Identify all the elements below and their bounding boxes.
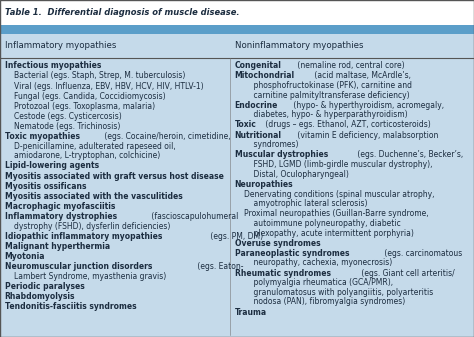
Text: Infectious myopathies: Infectious myopathies	[5, 61, 101, 70]
Text: Viral (egs. Influenza, EBV, HBV, HCV, HIV, HTLV-1): Viral (egs. Influenza, EBV, HBV, HCV, HI…	[14, 82, 204, 91]
Text: Protozoal (egs. Toxoplasma, malaria): Protozoal (egs. Toxoplasma, malaria)	[14, 102, 155, 111]
Text: phosphofructokinase (PFK), carnitine and: phosphofructokinase (PFK), carnitine and	[244, 81, 412, 90]
Text: Cestode (egs. Cysticercosis): Cestode (egs. Cysticercosis)	[14, 112, 122, 121]
Text: Neuromuscular junction disorders: Neuromuscular junction disorders	[5, 262, 152, 271]
Text: Distal, Oculopharyngeal): Distal, Oculopharyngeal)	[244, 170, 349, 179]
Text: (egs. carcinomatous: (egs. carcinomatous	[383, 249, 463, 258]
Text: Rheumatic syndromes: Rheumatic syndromes	[235, 269, 331, 278]
Text: Table 1.  Differential diagnosis of muscle disease.: Table 1. Differential diagnosis of muscl…	[5, 8, 239, 17]
Text: polymyalgia rheumatica (GCA/PMR),: polymyalgia rheumatica (GCA/PMR),	[244, 278, 393, 287]
Text: (egs. PM, DM): (egs. PM, DM)	[208, 232, 263, 241]
Text: Neuropathies: Neuropathies	[235, 180, 293, 189]
Text: amyotrophic lateral sclerosis): amyotrophic lateral sclerosis)	[244, 199, 368, 208]
Text: diabetes, hypo- & hyperparathyroidism): diabetes, hypo- & hyperparathyroidism)	[244, 110, 408, 119]
Text: Inflammatory dystrophies: Inflammatory dystrophies	[5, 212, 117, 221]
Text: Nematode (egs. Trichinosis): Nematode (egs. Trichinosis)	[14, 122, 120, 131]
Bar	[0, 0, 474, 25]
Text: (acid maltase, McArdle’s,: (acid maltase, McArdle’s,	[312, 71, 411, 81]
Text: Idiopathic inflammatory myopathies: Idiopathic inflammatory myopathies	[5, 232, 162, 241]
Text: Malignant hyperthermia: Malignant hyperthermia	[5, 242, 110, 251]
Text: Paraneoplastic syndromes: Paraneoplastic syndromes	[235, 249, 349, 258]
Text: Trauma: Trauma	[235, 307, 267, 316]
Text: Endocrine: Endocrine	[235, 101, 278, 110]
Text: granulomatosus with polyangiitis, polyarteritis: granulomatosus with polyangiitis, polyar…	[244, 288, 433, 297]
Text: Denervating conditions (spinal muscular atrophy,: Denervating conditions (spinal muscular …	[244, 190, 435, 199]
Text: Congenital: Congenital	[235, 61, 282, 70]
Text: Fungal (egs. Candida, Coccidiomycosis): Fungal (egs. Candida, Coccidiomycosis)	[14, 92, 166, 101]
Text: autoimmune polyneuropathy, diabetic: autoimmune polyneuropathy, diabetic	[244, 219, 401, 228]
Text: (egs. Cocaine/heroin, cimetidine,: (egs. Cocaine/heroin, cimetidine,	[101, 132, 230, 141]
Text: Proximal neuropathies (Guillan-Barre syndrome,: Proximal neuropathies (Guillan-Barre syn…	[244, 209, 429, 218]
Text: carnitine palmityltransferase deficiency): carnitine palmityltransferase deficiency…	[244, 91, 410, 100]
Text: (egs. Duchenne’s, Becker’s,: (egs. Duchenne’s, Becker’s,	[355, 150, 463, 159]
Text: neuropathy, cachexia, myonecrosis): neuropathy, cachexia, myonecrosis)	[244, 258, 392, 268]
Text: Myositis ossificans: Myositis ossificans	[5, 182, 86, 191]
Text: Lipid-lowering agents: Lipid-lowering agents	[5, 161, 99, 171]
Text: Myotonia: Myotonia	[5, 252, 45, 261]
Text: Rhabdomyolysis: Rhabdomyolysis	[5, 292, 75, 301]
Text: (hypo- & hyperthyroidism, acromegaly,: (hypo- & hyperthyroidism, acromegaly,	[291, 101, 444, 110]
Text: Overuse syndromes: Overuse syndromes	[235, 239, 320, 248]
Bar	[0, 34, 474, 58]
Text: (nemaline rod, central core): (nemaline rod, central core)	[295, 61, 405, 70]
Text: Inflammatory myopathies: Inflammatory myopathies	[5, 41, 116, 50]
Text: Mitochondrial: Mitochondrial	[235, 71, 295, 81]
Text: D-penicillamine, adulterated rapeseed oil,: D-penicillamine, adulterated rapeseed oi…	[14, 142, 176, 151]
Text: FSHD, LGMD (limb-girdle muscular dystrophy),: FSHD, LGMD (limb-girdle muscular dystrop…	[244, 160, 433, 169]
Text: Bacterial (egs. Staph, Strep, M. tuberculosis): Bacterial (egs. Staph, Strep, M. tubercu…	[14, 71, 186, 81]
Text: dystrophy (FSHD), dysferlin deficiencies): dystrophy (FSHD), dysferlin deficiencies…	[14, 221, 171, 231]
Text: syndromes): syndromes)	[244, 140, 299, 149]
Text: Nutritional: Nutritional	[235, 130, 282, 140]
Text: amiodarone, L-tryptophan, colchicine): amiodarone, L-tryptophan, colchicine)	[14, 151, 161, 160]
Text: (vitamin E deficiency, malabsorption: (vitamin E deficiency, malabsorption	[295, 130, 438, 140]
Text: Myositis associated with graft versus host disease: Myositis associated with graft versus ho…	[5, 172, 224, 181]
Text: (egs. Giant cell arteritis/: (egs. Giant cell arteritis/	[358, 269, 454, 278]
Text: Noninflammatory myopathies: Noninflammatory myopathies	[235, 41, 363, 50]
Text: Tendonitis-fasciitis syndromes: Tendonitis-fasciitis syndromes	[5, 302, 137, 311]
Text: Lambert Syndrome, myasthenia gravis): Lambert Syndrome, myasthenia gravis)	[14, 272, 166, 281]
Text: Myositis associated with the vasculitides: Myositis associated with the vasculitide…	[5, 192, 182, 201]
Text: Macrophagic myofasciitis: Macrophagic myofasciitis	[5, 202, 115, 211]
Bar	[0, 25, 474, 34]
Text: (drugs – egs. Ethanol, AZT, corticosteroids): (drugs – egs. Ethanol, AZT, corticostero…	[263, 120, 430, 129]
Text: Toxic myopathies: Toxic myopathies	[5, 132, 80, 141]
Text: nodosa (PAN), fibromyalgia syndromes): nodosa (PAN), fibromyalgia syndromes)	[244, 297, 405, 306]
Text: (egs. Eaton-: (egs. Eaton-	[195, 262, 244, 271]
Text: Muscular dystrophies: Muscular dystrophies	[235, 150, 328, 159]
Text: Toxic: Toxic	[235, 120, 256, 129]
Text: Periodic paralyses: Periodic paralyses	[5, 282, 84, 291]
Text: plexopathy, acute intermittent porphyria): plexopathy, acute intermittent porphyria…	[244, 228, 414, 238]
Text: (fascioscapulohumeral: (fascioscapulohumeral	[149, 212, 239, 221]
